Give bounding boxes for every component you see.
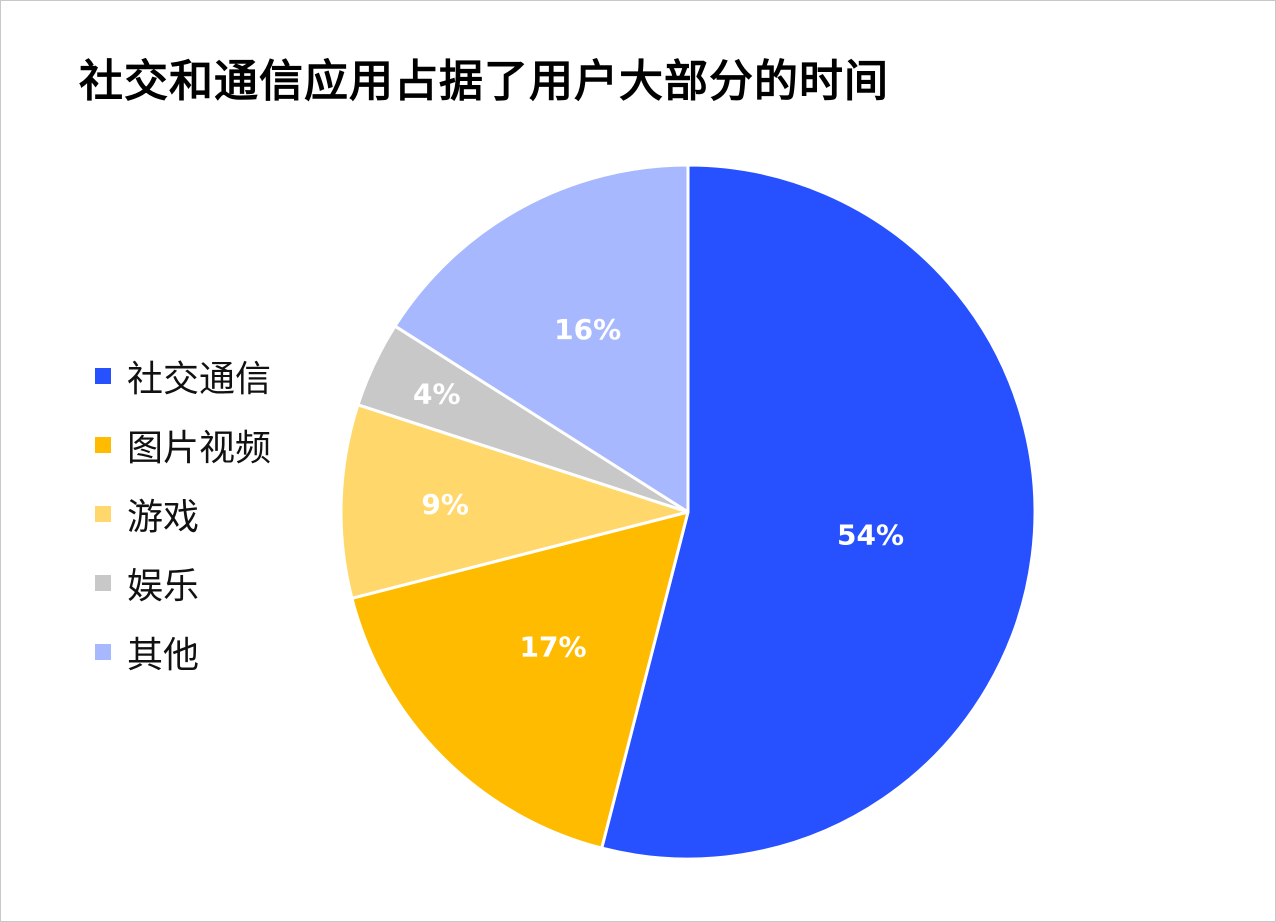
slice-label-games: 9%	[421, 488, 469, 521]
legend-item-games: 游戏	[95, 479, 271, 548]
legend-item-entertainment: 娱乐	[95, 548, 271, 617]
legend-label-other: 其他	[127, 634, 200, 676]
slice-games	[339, 403, 690, 600]
legend-label-photo-video: 图片视频	[127, 427, 272, 469]
legend: 社交通信 图片视频 游戏 娱乐 其他	[95, 341, 271, 686]
legend-label-social: 社交通信	[127, 358, 272, 400]
legend-swatch-other	[95, 643, 111, 660]
legend-swatch-entertainment	[95, 574, 111, 591]
legend-label-entertainment: 娱乐	[127, 565, 200, 607]
slice-label-other: 16%	[554, 313, 621, 346]
legend-item-other: 其他	[95, 617, 271, 686]
slice-photo-video	[350, 510, 690, 850]
slice-other	[393, 163, 690, 514]
legend-swatch-photo-video	[95, 436, 111, 453]
slice-label-entertainment: 4%	[413, 377, 461, 410]
legend-label-games: 游戏	[127, 496, 200, 538]
legend-item-social: 社交通信	[95, 341, 271, 410]
slice-social	[600, 163, 1037, 861]
slice-label-social: 54%	[837, 519, 904, 552]
legend-swatch-social	[95, 367, 111, 384]
legend-swatch-games	[95, 505, 111, 522]
slice-label-photo-video: 17%	[519, 631, 586, 664]
chart-title: 社交和通信应用占据了用户大部分的时间	[79, 56, 889, 107]
legend-item-photo-video: 图片视频	[95, 410, 271, 479]
